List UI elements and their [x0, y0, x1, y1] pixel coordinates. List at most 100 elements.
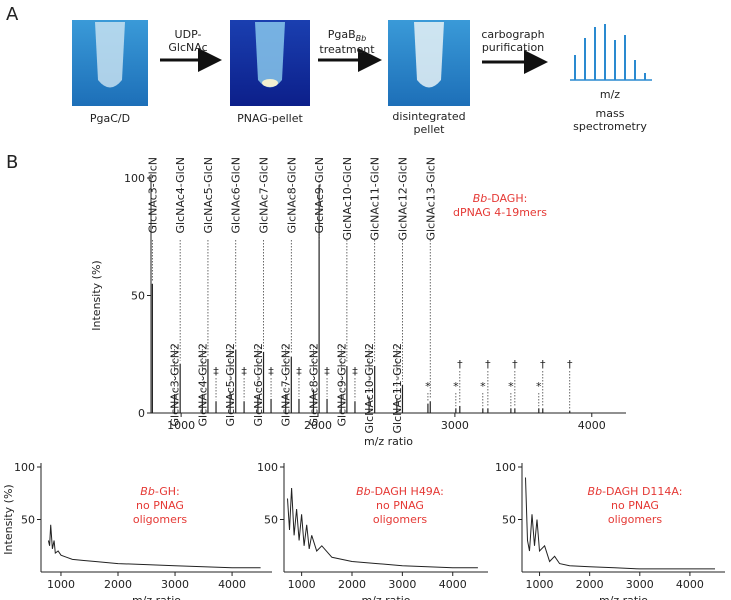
annotation-italic: Bb [588, 485, 603, 498]
reagent-label: purification [482, 41, 544, 54]
annotation-text: -DAGH D114A: [602, 485, 682, 498]
peak-label: GlcNAc3-GlcN2 [169, 343, 182, 426]
annotation: oligomers [373, 513, 428, 526]
y-tick-label: 50 [131, 290, 145, 303]
annotation: oligomers [608, 513, 663, 526]
x-tick-label: 4000 [439, 578, 467, 591]
peak-marker: ‡ [296, 365, 302, 378]
peak-marker: † [457, 358, 463, 371]
y-tick-label: 100 [257, 461, 278, 474]
peak-label: GlcNAc13-GlcN [424, 157, 437, 240]
peak-label: GlcNAc9-GlcN2 [335, 343, 348, 426]
peak-marker: † [512, 358, 518, 371]
x-tick-label: 3000 [161, 578, 189, 591]
annotation-text: -DAGH: [487, 192, 527, 205]
spectrum [47, 524, 261, 569]
panel-label: B [6, 152, 18, 173]
x-tick-label: 3000 [388, 578, 416, 591]
panel-label: A [6, 4, 19, 25]
chart: 50 100 1000 2000 3000 4000 m/z ratio Bb-DAGH D1… [495, 461, 725, 600]
tube [255, 22, 285, 88]
peak-label: GlcNAc5-GlcN [202, 157, 215, 233]
peak-label: GlcNAc6-GlcN [230, 157, 243, 233]
peak-label: GlcNAc11-GlcN [369, 157, 382, 240]
charts: 0 50 100 1000 2000 3000 4000 m/z ratio Intensity… [2, 157, 725, 600]
x-tick-label: 2000 [338, 578, 366, 591]
y-tick-label: 0 [138, 407, 145, 420]
x-tick-label: 1000 [167, 419, 195, 432]
reagent-name: PgaB [328, 28, 356, 41]
peak-marker: ‡ [324, 365, 330, 378]
x-axis-label: m/z ratio [599, 594, 648, 600]
x-tick-label: 1000 [526, 578, 554, 591]
reagent-label: treatment [319, 43, 375, 56]
x-tick-label: 2000 [104, 578, 132, 591]
peak-marker: * [536, 380, 542, 393]
x-tick-label: 4000 [218, 578, 246, 591]
y-tick-label: 50 [502, 514, 516, 527]
y-tick-label: 50 [264, 514, 278, 527]
peak-marker: ‡ [352, 365, 358, 378]
peak-label: GlcNAc8-GlcN [285, 157, 298, 233]
icon-label: m/z [600, 88, 620, 101]
y-tick-label: 100 [14, 461, 35, 474]
peak-label: GlcNAc4-GlcN [174, 157, 187, 233]
annotation: no PNAG [611, 499, 659, 512]
chart: 0 50 100 1000 2000 3000 4000 m/z ratio Intensity… [90, 157, 626, 448]
y-axis-label: Intensity (%) [2, 484, 15, 554]
peak-label: GlcNAc10-GlcN [341, 157, 354, 240]
peak-marker: * [508, 380, 514, 393]
peak-label: GlcNAc9-GlcN [313, 157, 326, 233]
peak-marker: † [567, 358, 573, 371]
peak-label: GlcNAc4-GlcN2 [196, 343, 209, 426]
x-axis-label: m/z ratio [132, 594, 181, 600]
chart: 50 100 1000 2000 3000 4000 m/z ratio Intensity … [2, 461, 272, 600]
reagent-label: GlcNAc [168, 41, 207, 54]
annotation: no PNAG [376, 499, 424, 512]
step-label: pellet [414, 123, 446, 136]
x-tick-label: 3000 [441, 419, 469, 432]
reagent-label: PgaBBb [328, 28, 366, 43]
x-axis-label: m/z ratio [364, 435, 413, 448]
annotation-italic: Bb [140, 485, 155, 498]
x-axis-label: m/z ratio [361, 594, 410, 600]
annotation: Bb-DAGH D114A: [588, 485, 683, 498]
y-tick-label: 50 [21, 514, 35, 527]
spectrum [525, 477, 715, 570]
peak-marker: † [540, 358, 546, 371]
annotation: Bb-GH: [140, 485, 179, 498]
annotation-italic: Bb [473, 192, 488, 205]
peak-marker: * [425, 380, 431, 393]
annotation-text: -GH: [155, 485, 180, 498]
y-tick-label: 100 [124, 172, 145, 185]
step-label: mass [596, 107, 625, 120]
peak-marker: ‡ [268, 365, 274, 378]
reagent-label: UDP- [175, 28, 202, 41]
y-axis-label: Intensity (%) [90, 260, 103, 330]
step-label: disintegrated [392, 110, 465, 123]
y-tick-label: 100 [495, 461, 516, 474]
ms-icon [570, 24, 652, 81]
tube [95, 22, 125, 88]
panel-a: A PgaC/D UDP- GlcNAc PNAG-pellet PgaBBb … [6, 4, 652, 136]
reagent-subscript: Bb [356, 34, 367, 43]
peak-label: GlcNAc3-GlcN [146, 157, 159, 233]
annotation: oligomers [133, 513, 188, 526]
chart: 50 100 1000 2000 3000 4000 m/z ratio Bb-DAGH H4… [257, 461, 488, 600]
peak-label: GlcNAc10-GlcN2 [363, 343, 376, 433]
x-tick-label: 4000 [578, 419, 606, 432]
annotation-italic: Bb [356, 485, 371, 498]
step-label: spectrometry [573, 120, 647, 133]
x-tick-label: 3000 [626, 578, 654, 591]
x-tick-label: 2000 [304, 419, 332, 432]
annotation: dPNAG 4-19mers [453, 206, 547, 219]
annotation: Bb-DAGH: [473, 192, 528, 205]
peak-label: GlcNAc7-GlcN2 [280, 343, 293, 426]
x-tick-label: 1000 [47, 578, 75, 591]
pellet [262, 79, 278, 87]
peak-marker: * [453, 380, 459, 393]
peak-marker: * [480, 380, 486, 393]
peak-label: GlcNAc6-GlcN2 [252, 343, 265, 426]
